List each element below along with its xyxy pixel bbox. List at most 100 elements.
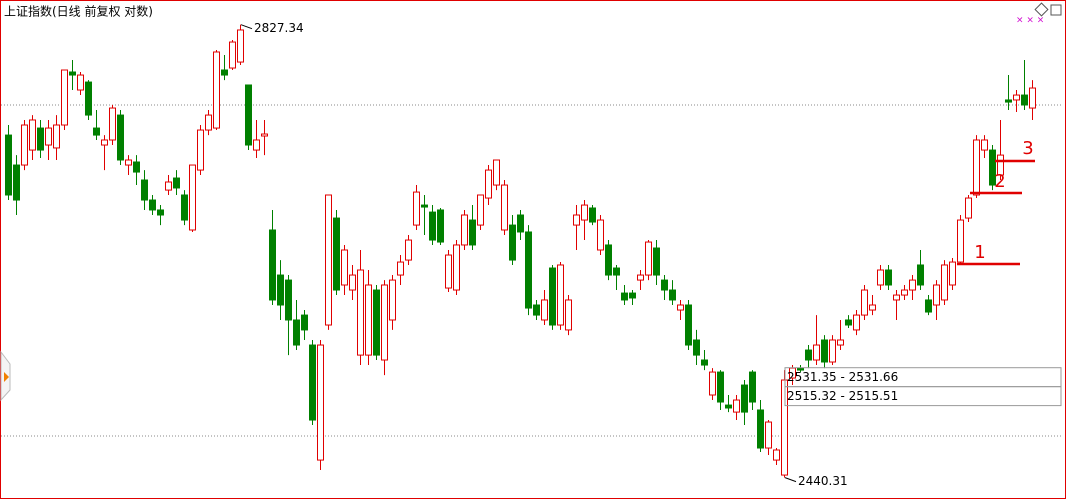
candle-body: [253, 139, 260, 151]
candle-body: [285, 279, 292, 321]
candle-body: [325, 194, 332, 326]
candle-body: [501, 184, 508, 231]
side-tab-arrow: [4, 372, 9, 382]
candle-body: [477, 194, 484, 226]
candle-body: [861, 289, 868, 316]
candle-body: [365, 284, 372, 356]
gap-label: 2531.35 - 2531.66: [787, 370, 898, 384]
candle-body: [29, 119, 36, 151]
candle-body: [637, 274, 644, 281]
candle-body: [149, 199, 156, 211]
candle-body: [845, 319, 852, 326]
candle-body: [645, 241, 652, 276]
candle-body: [661, 279, 668, 291]
candle-body: [429, 211, 436, 241]
candle-body: [717, 371, 724, 403]
candle-body: [989, 149, 996, 186]
candle-body: [117, 114, 124, 161]
gap-zone: [784, 386, 1062, 407]
candle-body: [941, 264, 948, 301]
candle-body: [45, 127, 52, 146]
candle-body: [533, 304, 540, 316]
close-icons[interactable]: × × ×: [1016, 16, 1044, 26]
candle-body: [133, 161, 140, 173]
candle-body: [509, 224, 516, 261]
candle-body: [181, 194, 188, 221]
candle-body: [189, 164, 196, 231]
candle-body: [5, 134, 12, 196]
candle-body: [405, 239, 412, 261]
candle-body: [397, 261, 404, 276]
candle-body: [597, 219, 604, 251]
candle-body: [917, 264, 924, 286]
label-pointer: [784, 477, 797, 483]
candle-body: [965, 197, 972, 219]
candle-body: [373, 289, 380, 356]
candle-body: [205, 114, 212, 131]
candle-body: [141, 179, 148, 201]
candle-body: [837, 339, 844, 346]
candle-body: [949, 261, 956, 286]
candle-body: [101, 139, 108, 146]
candle-body: [933, 284, 940, 306]
candle-body: [485, 169, 492, 199]
candle-body: [701, 359, 708, 366]
candle-body: [37, 127, 44, 151]
candle-body: [61, 69, 68, 126]
candle-body: [349, 274, 356, 291]
candle-body: [885, 269, 892, 286]
candle-body: [461, 214, 468, 246]
candle-body: [765, 421, 772, 449]
candle-body: [85, 81, 92, 116]
candle-body: [389, 279, 396, 321]
candle-body: [869, 304, 876, 311]
label-pointer: [240, 24, 253, 30]
diamond-button[interactable]: [1034, 2, 1049, 17]
candle-body: [333, 217, 340, 291]
candle-body: [893, 294, 900, 301]
candle-body: [677, 304, 684, 311]
candle-body: [997, 154, 1004, 176]
candle-body: [957, 219, 964, 263]
candle-body: [557, 264, 564, 326]
candle-body: [301, 314, 308, 331]
candle-body: [261, 133, 268, 137]
candle-body: [629, 292, 636, 299]
candle-body: [469, 219, 476, 246]
candle-body: [245, 84, 252, 146]
candle-body: [973, 139, 980, 196]
candle-body: [13, 164, 20, 201]
candle-body: [341, 249, 348, 286]
candle-body: [925, 299, 932, 313]
low-label: 2440.31: [798, 474, 848, 488]
candle-body: [213, 51, 220, 129]
candle-body: [277, 274, 284, 306]
marker-label: 1: [974, 242, 985, 263]
candle-body: [293, 319, 300, 346]
candle-body: [493, 159, 500, 186]
candle-body: [357, 269, 364, 356]
candle-body: [125, 159, 132, 166]
candle-body: [517, 214, 524, 233]
candle-body: [813, 344, 820, 361]
candle-body: [1005, 99, 1012, 103]
candle-body: [669, 289, 676, 301]
candle-body: [549, 267, 556, 326]
chart-title: 上证指数(日线 前复权 对数): [4, 4, 153, 19]
candle-body: [157, 209, 164, 216]
candle-body: [445, 254, 452, 289]
window-button[interactable]: [1050, 4, 1062, 16]
candle-body: [725, 404, 732, 409]
candle-body: [453, 244, 460, 291]
candle-body: [1013, 94, 1020, 101]
candle-body: [421, 204, 428, 208]
candle-body: [77, 74, 84, 91]
marker-label: 2: [994, 171, 1005, 192]
candle-body: [109, 107, 116, 141]
candle-body: [269, 229, 276, 301]
candle-body: [381, 284, 388, 361]
candle-body: [197, 129, 204, 171]
